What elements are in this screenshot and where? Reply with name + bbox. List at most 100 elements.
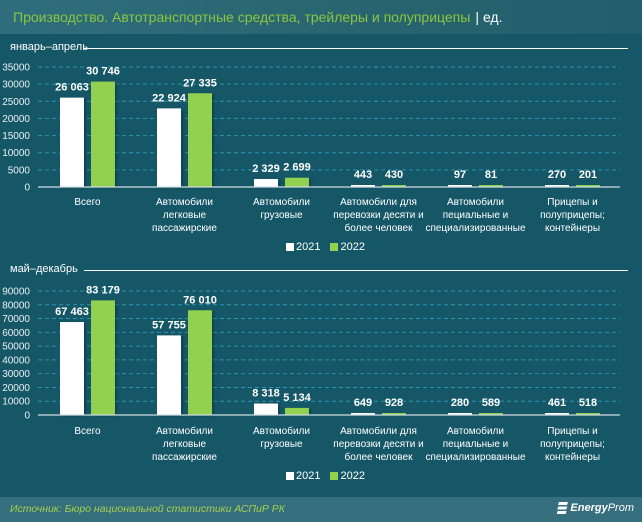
page-title: Производство. Автотранспортные средства,… [13,9,503,25]
data-label-2021: 649 [354,397,372,409]
data-label-2022: 201 [579,169,597,181]
legend-swatch-2021 [286,472,294,480]
data-label-2022: 30 746 [86,66,120,78]
x-category-label-line: пассажирские [152,223,217,234]
data-label-2022: 2 699 [283,162,311,174]
x-category-label-line: Всего [74,426,101,437]
x-category-label-line: Автомобили [156,425,213,437]
y-tick-label: 10000 [2,148,30,159]
y-tick-label: 60000 [2,328,30,339]
x-category-label-line: пециальные и [443,439,509,450]
x-category-label-line: пассажирские [152,452,217,463]
legend-item-2021: 2021 [286,241,320,253]
y-tick-label: 30000 [2,369,30,380]
data-label-2022: 928 [385,397,403,409]
x-category-label: Автомобили для перевозки десяти и более че… [333,425,423,463]
x-category-label-line: полуприцепы; [540,210,605,221]
x-category-label-line: грузовые [260,210,303,221]
legend-swatch-2022 [330,243,339,251]
energyprom-logo-icon [557,502,569,514]
x-category-label: Автомобили для перевозки десяти и более че… [333,196,423,234]
data-label-2022: 83 179 [86,284,120,296]
legend-label-2021: 2021 [296,241,321,253]
y-tick-label: 70000 [2,314,30,325]
data-label-2021: 57 755 [152,319,186,331]
x-category-label-line: пециальные и [443,210,509,221]
legend-swatch-2022 [330,472,339,480]
legend-item-2022: 2022 [330,241,365,253]
x-category-label-line: Автомобили [156,196,213,208]
y-tick-label: 0 [24,411,30,422]
y-tick-label: 5000 [8,165,31,176]
chart1-section-divider [84,48,628,49]
bar-2022 [188,310,212,415]
data-label-2021: 67 463 [55,306,89,318]
title-separator: | [475,9,479,25]
x-category-label: Прицепы и полуприцепы; контейнеры [540,426,605,463]
data-label-2022: 76 010 [183,294,217,306]
x-category-label-line: Автомобили [253,425,310,437]
bar-2022 [382,413,406,415]
legend-item-2022: 2022 [330,470,365,482]
bar-2022 [576,413,600,415]
data-label-2022: 81 [485,169,497,181]
x-category-label-line: специализированные [425,452,526,463]
footer-bar: Источник: Бюро национальной статистики А… [0,497,642,522]
title-text: Производство. Автотранспортные средства,… [13,9,471,25]
chart2-section-title: май–декабрь [10,263,78,275]
legend-label-2022: 2022 [340,241,365,253]
x-category-label-line: полуприцепы; [540,439,605,450]
header-bar: Производство. Автотранспортные средства,… [0,0,642,34]
bar-2021 [254,179,278,187]
y-tick-label: 20000 [2,383,30,394]
x-category-label-line: более человек [345,451,414,463]
chart-2-plot: 0 10000 20000 30000 40000 50000 60000 70000 8000… [2,284,620,463]
y-tick-label: 35000 [2,63,30,74]
data-label-2022: 430 [385,169,403,181]
bar-2021 [448,185,472,187]
y-tick-label: 30000 [2,80,30,91]
legend-item-2021: 2021 [286,470,320,482]
x-category-label: Всего [74,197,101,208]
x-category-label-line: легковые [163,439,207,450]
bar-2021 [60,322,84,415]
x-category-label: Автомобили грузовые [253,196,310,221]
x-category-label-line: перевозки десяти и [333,210,423,221]
bar-2022 [91,300,115,415]
data-label-2021: 26 063 [55,82,89,94]
x-category-label-line: контейнеры [545,223,600,234]
bar-2021 [157,108,181,187]
x-category-label-line: Автомобили [447,196,504,208]
chart-1-plot: 0 5000 10000 15000 20000 25000 30000 35000 26 06… [2,63,620,234]
data-label-2022: 589 [482,397,500,409]
x-category-label: Автомобили грузовые [253,425,310,450]
x-category-label: Автомобили легковые пассажирские [152,425,217,463]
chart2-legend: 2021 2022 [286,470,375,482]
data-label-2022: 518 [579,397,597,409]
legend-label-2021: 2021 [296,470,321,482]
x-category-label-line: легковые [163,210,207,221]
bar-2022 [91,81,115,187]
y-tick-label: 20000 [2,114,30,125]
data-label-2021: 8 318 [252,388,280,400]
unit-label: ед. [482,9,503,25]
chart1-legend: 2021 2022 [286,241,375,253]
data-label-2021: 97 [454,169,466,181]
y-tick-label: 25000 [2,97,30,108]
y-tick-label: 15000 [2,131,30,142]
bar-2021 [60,97,84,187]
x-category-label: Всего [74,426,101,437]
y-tick-label: 90000 [2,287,30,298]
data-label-2021: 443 [354,169,372,181]
x-category-label-line: грузовые [260,439,303,450]
chart2-section-divider [84,270,628,271]
bar-2021 [351,185,375,187]
data-label-2021: 461 [548,397,566,409]
bar-2022 [479,185,503,187]
x-category-label-line: Автомобили для [340,425,417,437]
source-note: Источник: Бюро национальной статистики А… [10,503,285,515]
x-category-label-line: Автомобили [447,425,504,437]
bar-2021 [157,335,181,415]
x-category-label-line: Прицепы и [547,426,597,437]
